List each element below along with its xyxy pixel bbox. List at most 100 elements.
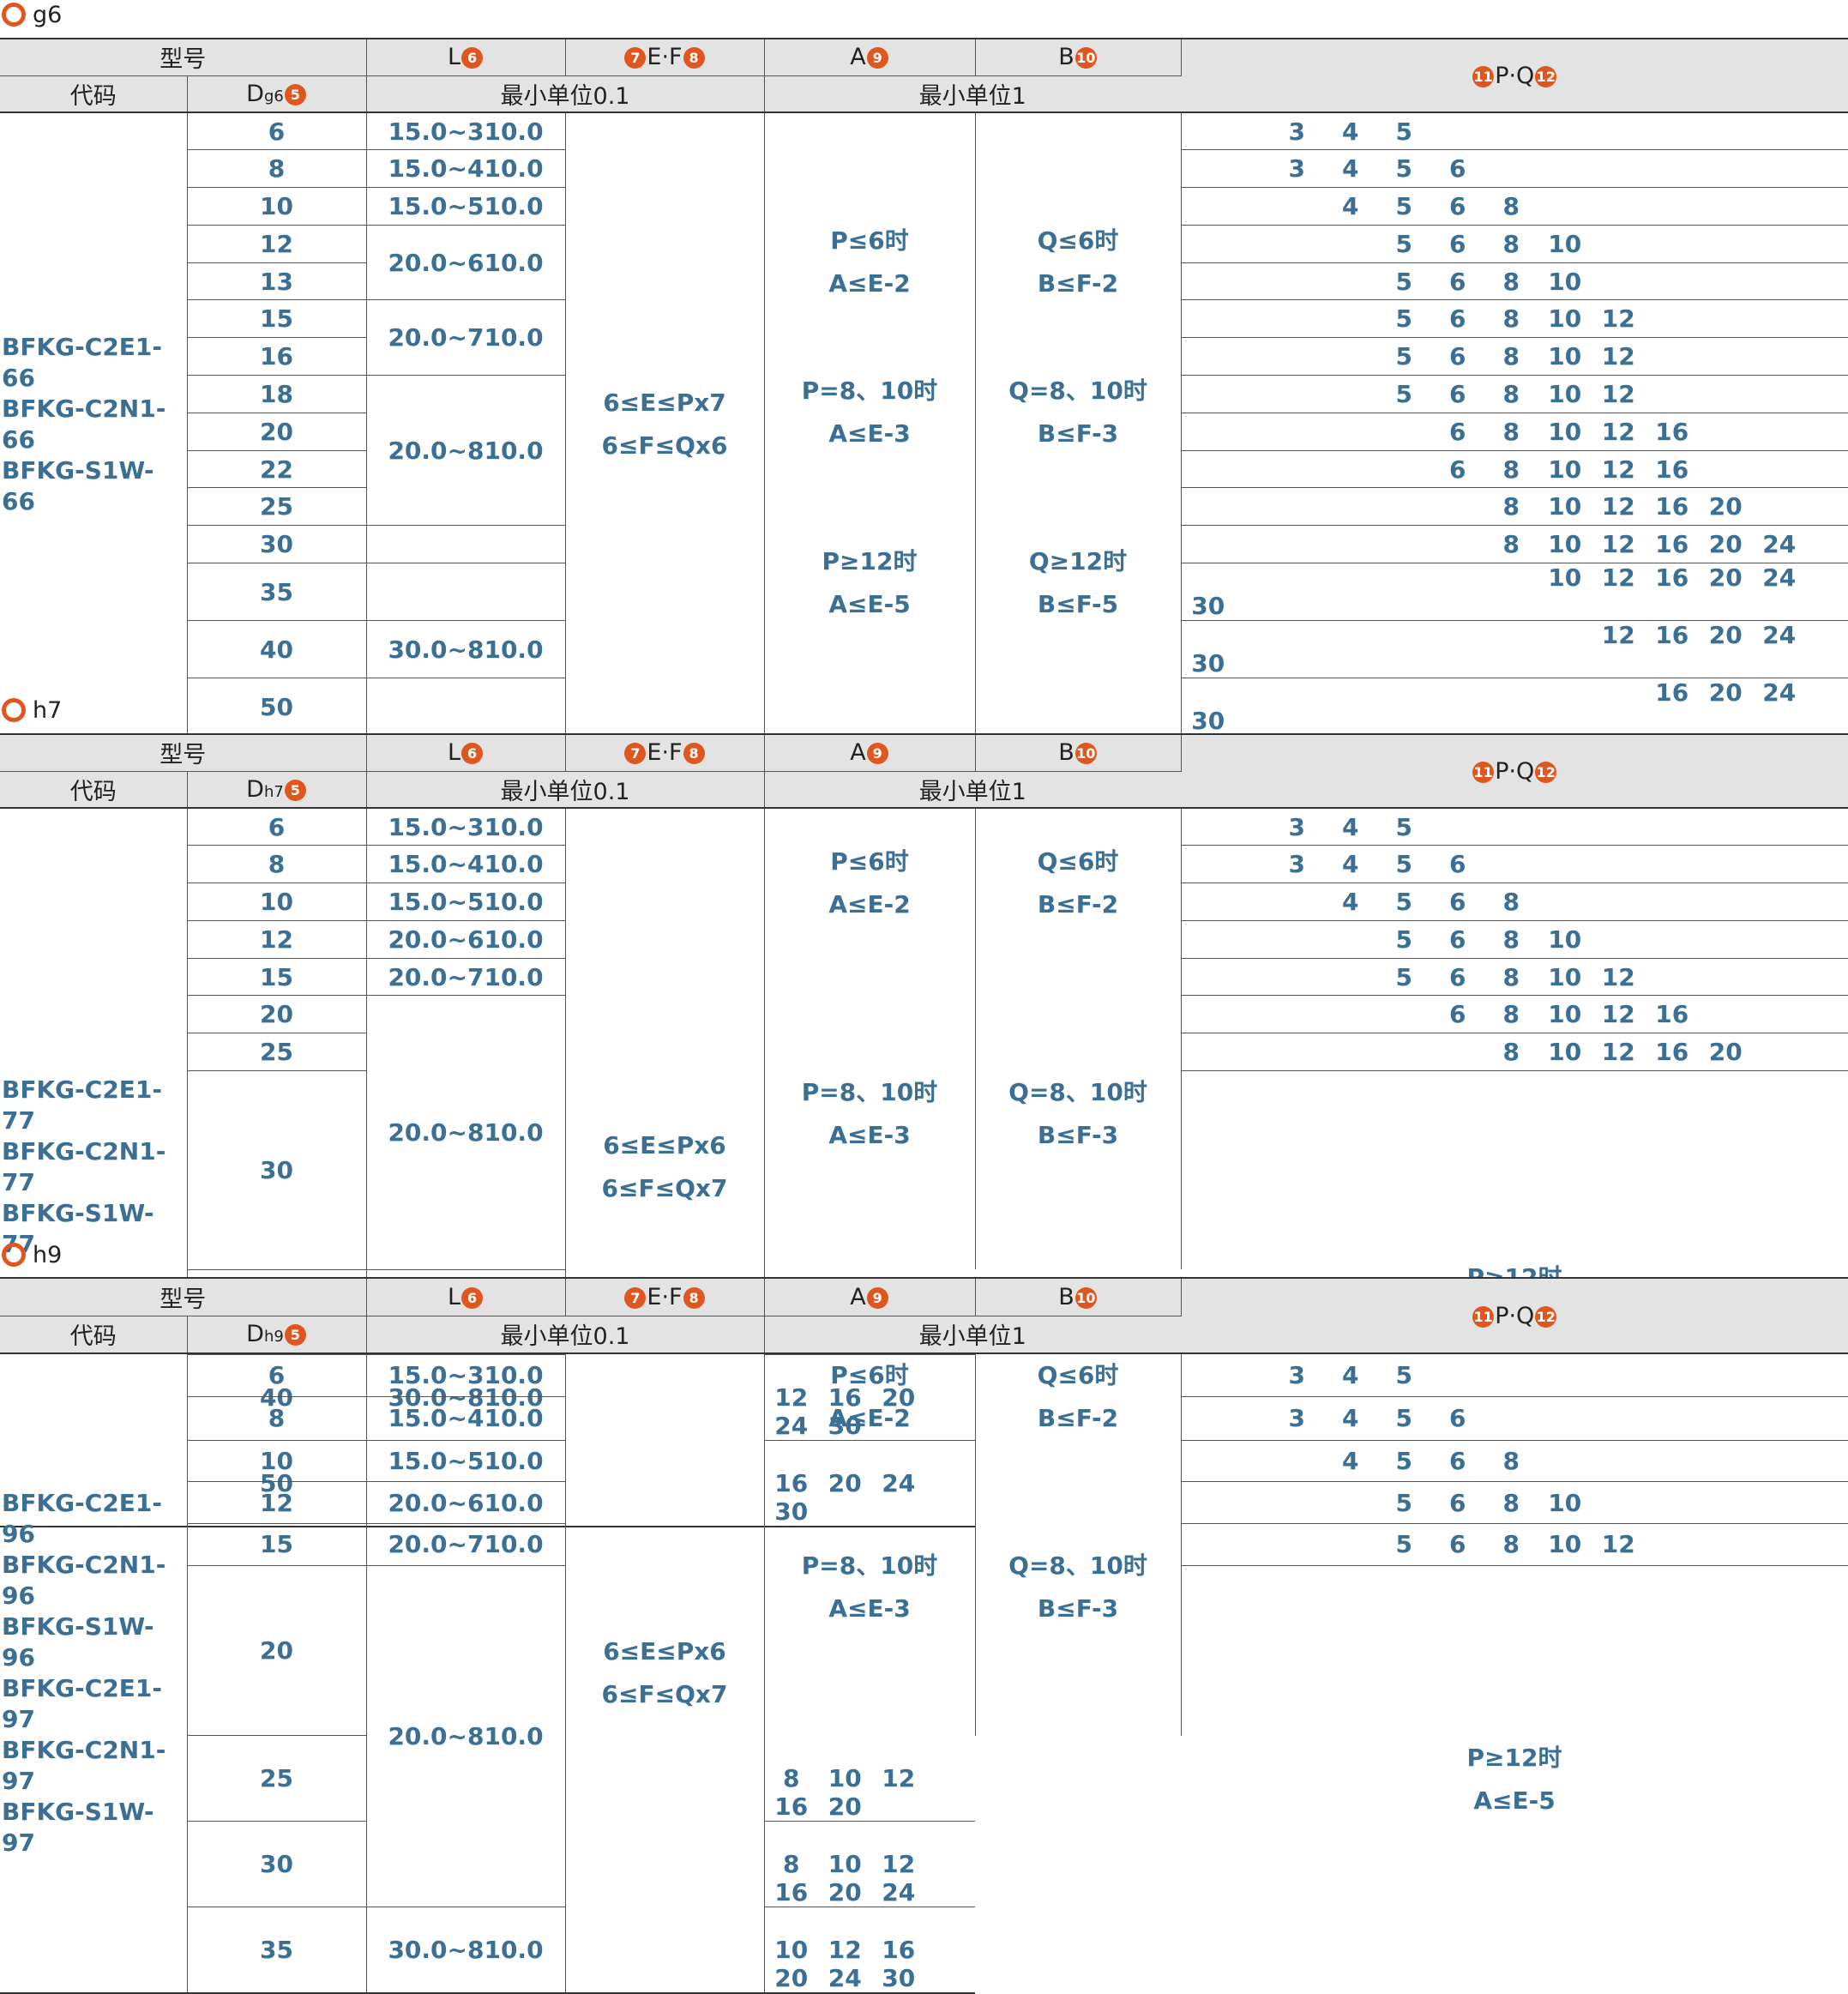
l-range-cell: 15.0~510.0 xyxy=(366,1440,566,1483)
pq-value: 10 xyxy=(774,1935,809,1964)
diameter-cell: 10 xyxy=(186,883,367,921)
pq-value: 6 xyxy=(1449,1530,1466,1559)
pq-value: 12 xyxy=(1601,530,1635,559)
table-row: 20 6 8 10 12 16 xyxy=(0,413,1848,451)
pq-value: 6 xyxy=(1449,455,1466,484)
pq-value: 6 xyxy=(1449,342,1466,371)
pq-value: 8 xyxy=(1502,492,1520,521)
pq-value: 8 xyxy=(1502,267,1520,296)
table-row: BFKG-C2E1-96 BFKG-C2N1-96 BFKG-S1W-96 BFKG-… xyxy=(0,1353,1848,1994)
diameter-value: 35 xyxy=(260,1935,293,1964)
pq-value: 4 xyxy=(1342,1404,1359,1433)
diameter-cell: 35 xyxy=(186,563,367,622)
l-range-value: 15.0~310.0 xyxy=(388,117,544,146)
ef-rule-line: 6≤F≤Qx7 xyxy=(601,1174,728,1203)
pq-value: 5 xyxy=(1395,1530,1412,1559)
header-ef: 7 E·F 8 xyxy=(565,38,765,76)
pq-value: 8 xyxy=(1502,925,1520,954)
pq-values-cell: 4 5 6 8 xyxy=(1181,1440,1848,1483)
table-row: 8 15.0~410.0 3 4 5 6 xyxy=(0,1396,1848,1441)
l-range-cell: 20.0~710.0 xyxy=(366,958,566,997)
diameter-value: 50 xyxy=(260,692,293,721)
table-row: 10 15.0~510.0 P=8、10时 A≤E-3 Q=8、10时 B≤F-3 4 5 6 8 xyxy=(0,1440,1848,1736)
header-pq: 11P·Q 12 xyxy=(1181,38,1848,113)
pq-values-cell: 8 10 12 16 20 xyxy=(764,1735,975,1822)
table-row: 12 20.0~610.0 5 6 8 10 xyxy=(0,920,1848,959)
pq-value: 12 xyxy=(882,1849,916,1878)
pq-value: 10 xyxy=(1548,417,1582,446)
pq-value: 5 xyxy=(1395,1446,1412,1475)
b-rule-cell: Q=8、10时 B≤F-3 xyxy=(975,1440,1182,1736)
section-title-text: h7 xyxy=(33,696,63,724)
b-rule-empty xyxy=(975,112,1182,150)
a-rule-limit: A≤E-2 xyxy=(828,269,911,298)
a-rule-cell: P≥12时 A≤E-5 xyxy=(764,487,976,678)
pq-value: 6 xyxy=(1449,962,1466,991)
callout-number-icon: 11 xyxy=(1472,65,1495,87)
a-rule-condition: P≥12时 xyxy=(1466,1743,1562,1772)
pq-value: 10 xyxy=(1548,1038,1582,1067)
pq-value: 10 xyxy=(1548,530,1582,559)
table-row: BFKG-C2E1-77 BFKG-C2N1-77 BFKG-S1W-77 6 15.0… xyxy=(0,808,1848,1528)
diameter-cell: 16 xyxy=(186,337,367,377)
pq-value: 10 xyxy=(1548,563,1582,593)
circle-marker-icon xyxy=(2,3,26,27)
header-ef: 7 E·F 8 xyxy=(565,733,765,772)
diameter-cell: 20 xyxy=(186,1565,367,1737)
pq-value: 8 xyxy=(783,1849,800,1878)
a-rule-limit: A≤E-2 xyxy=(828,890,911,919)
ef-rule-cell: 6≤E≤Px7 6≤F≤Qx6 xyxy=(565,112,765,738)
diameter-value: 15 xyxy=(260,304,293,334)
pq-value: 10 xyxy=(1548,492,1582,521)
pq-value: 16 xyxy=(774,1877,809,1907)
pq-values-cell: 16 20 24 30 xyxy=(1181,678,1848,738)
pq-value: 8 xyxy=(1502,191,1520,220)
pq-value: 12 xyxy=(1601,1000,1635,1029)
diameter-cell: 6 xyxy=(186,808,367,846)
ef-rule-line: 6≤F≤Qx7 xyxy=(601,1679,728,1708)
d-label: D xyxy=(246,775,264,803)
diameter-value: 8 xyxy=(268,1404,286,1433)
pq-value: 16 xyxy=(1655,678,1689,708)
table-row: 25 P≥12时 A≤E-5 Q≥12时 B≤F-5 8 10 12 16 20 xyxy=(0,487,1848,678)
pq-value: 16 xyxy=(1655,455,1689,484)
table-row: 12 20.0~610.0 5 6 8 10 xyxy=(0,225,1848,301)
diameter-value: 6 xyxy=(268,812,286,841)
b-rule-cell: Q≤6时 B≤F-2 xyxy=(975,187,1182,338)
table-row: 25 8 10 12 16 20 xyxy=(0,1033,1848,1072)
l-range-value: 20.0~810.0 xyxy=(388,436,544,465)
pq-value: 4 xyxy=(1342,850,1359,879)
code-label: 代码 xyxy=(69,82,117,110)
diameter-value: 25 xyxy=(260,1764,293,1793)
callout-number-icon: 12 xyxy=(1535,65,1557,87)
pq-values-cell: 8 10 12 16 20 24 xyxy=(764,1821,975,1907)
pq-values-cell: 5 6 8 10 xyxy=(1181,225,1848,263)
diameter-value: 6 xyxy=(268,117,286,146)
pq-value: 8 xyxy=(1502,229,1520,258)
diameter-cell: 30 xyxy=(186,525,367,564)
callout-number-icon: 6 xyxy=(461,743,484,765)
a-rule-limit: A≤E-3 xyxy=(828,419,911,449)
min-unit-label: 最小单位0.1 xyxy=(500,778,630,805)
l-range-value: 20.0~710.0 xyxy=(388,323,544,352)
pq-values-cell: 3 4 5 xyxy=(1181,112,1848,151)
pq-value: 12 xyxy=(1601,563,1635,593)
pq-value: 6 xyxy=(1449,229,1466,258)
section-title: h7 xyxy=(0,696,62,725)
diameter-cell: 15 xyxy=(186,1523,367,1566)
diameter-value: 8 xyxy=(268,154,286,184)
callout-number-icon: 6 xyxy=(461,1286,484,1309)
table-row: 15 20.0~710.0 P=8、10时 A≤E-3 Q=8、10时 B≤F-3 5 6 8 1… xyxy=(0,958,1848,1270)
pq-value: 8 xyxy=(1502,962,1520,991)
b-label: B xyxy=(1058,739,1074,767)
diameter-cell: 12 xyxy=(186,225,367,263)
pq-value: 6 xyxy=(1449,1000,1466,1029)
l-range-cell: 15.0~510.0 xyxy=(366,883,566,921)
pq-value: 3 xyxy=(1288,1361,1305,1389)
pq-value: 10 xyxy=(1548,455,1582,484)
header-b: B 10 xyxy=(975,38,1182,76)
model-code: BFKG-C2E1-66 xyxy=(2,332,163,392)
diameter-value: 30 xyxy=(260,530,293,559)
